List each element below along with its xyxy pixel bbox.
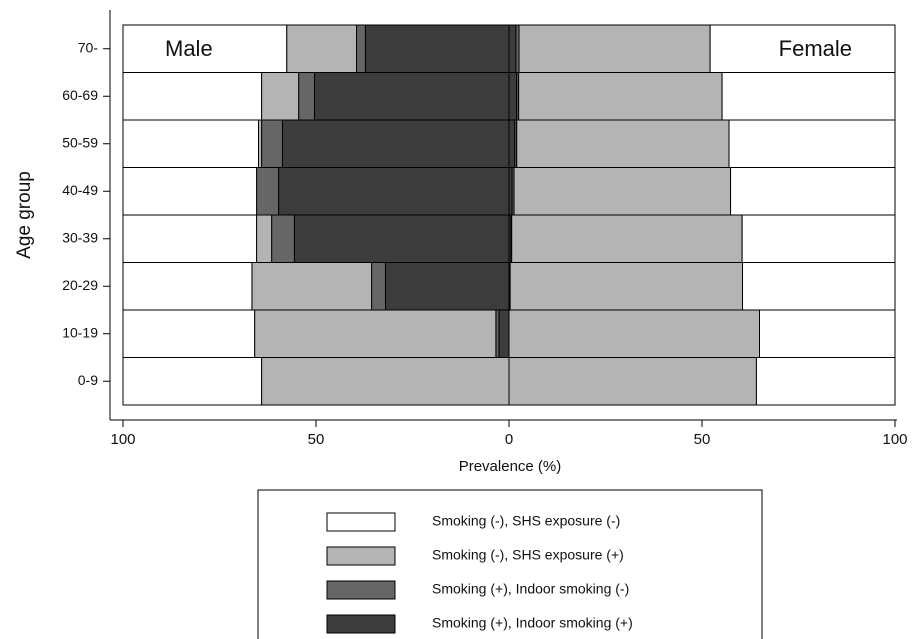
bar-segment-male xyxy=(122,357,263,406)
bar-segment-male xyxy=(254,309,497,358)
bar-segment-male xyxy=(281,119,510,168)
legend-label: Smoking (-), SHS exposure (-) xyxy=(432,513,620,529)
bar-segment-male xyxy=(364,24,510,73)
bar-segment-male xyxy=(261,72,300,121)
x-tick-label: 50 xyxy=(694,431,711,448)
x-axis-title: Prevalence (%) xyxy=(459,458,562,475)
bar-segment-male xyxy=(122,119,259,168)
bar-segment-female xyxy=(511,214,743,263)
bar-segment-female xyxy=(508,24,517,73)
bar-segment-female xyxy=(721,72,896,121)
y-tick-label: 70- xyxy=(78,39,99,55)
x-tick-label: 0 xyxy=(505,431,513,448)
bar-segment-male xyxy=(122,167,258,216)
x-tick-label: 50 xyxy=(308,431,325,448)
bar-segment-male xyxy=(122,24,288,73)
bar-segment-female xyxy=(741,214,896,263)
bar-segment-male xyxy=(261,119,283,168)
y-tick-label: 0-9 xyxy=(78,372,98,388)
bar-segment-female xyxy=(728,119,896,168)
bar-segment-male xyxy=(286,24,358,73)
y-tick-label: 60-69 xyxy=(62,87,98,103)
bar-segment-female xyxy=(730,167,896,216)
bar-segment-female xyxy=(508,72,518,121)
bar-segment-female xyxy=(518,24,711,73)
bar-segment-female xyxy=(709,24,896,73)
legend-label: Smoking (+), Indoor smoking (-) xyxy=(432,581,629,597)
y-tick-label: 50-59 xyxy=(62,134,98,150)
bar-segment-male xyxy=(278,167,510,216)
bar-segment-female xyxy=(755,357,896,406)
bar-segment-female xyxy=(509,262,744,311)
bar-segment-male xyxy=(261,357,510,406)
bar-segment-male xyxy=(313,72,510,121)
bar-segment-male xyxy=(122,262,253,311)
y-tick-label: 40-49 xyxy=(62,182,98,198)
bar-segment-female xyxy=(516,119,730,168)
bar-segment-male xyxy=(371,262,386,311)
legend-swatch xyxy=(326,512,396,532)
y-tick-label: 10-19 xyxy=(62,324,98,340)
bar-segment-female xyxy=(508,357,757,406)
bar-segment-male xyxy=(498,309,510,358)
legend-swatch xyxy=(326,546,396,566)
bar-segment-male xyxy=(122,309,256,358)
y-axis-title: Age group xyxy=(14,171,35,259)
bar-segment-male xyxy=(251,262,373,311)
bar-segment-male xyxy=(356,24,366,73)
x-tick-label: 100 xyxy=(882,431,907,448)
right-label: Female xyxy=(779,36,852,61)
legend-label: Smoking (-), SHS exposure (+) xyxy=(432,547,624,563)
bar-segment-male xyxy=(384,262,510,311)
legend-swatch xyxy=(326,580,396,600)
bar-segment-male xyxy=(122,214,258,263)
bar-segment-female xyxy=(742,262,896,311)
bar-segment-male xyxy=(256,167,280,216)
bar-segment-male xyxy=(271,214,295,263)
x-tick-label: 100 xyxy=(110,431,135,448)
legend-label: Smoking (+), Indoor smoking (+) xyxy=(432,615,633,631)
y-tick-label: 20-29 xyxy=(62,277,98,293)
bar-segment-female xyxy=(759,309,896,358)
legend-swatch xyxy=(326,614,396,634)
bar-segment-female xyxy=(508,119,516,168)
left-label: Male xyxy=(165,36,213,61)
bar-segment-male xyxy=(122,72,263,121)
bar-segment-male xyxy=(298,72,315,121)
bar-segment-male xyxy=(256,214,273,263)
bar-segment-male xyxy=(293,214,510,263)
bar-segment-female xyxy=(518,72,723,121)
bar-segment-female xyxy=(513,167,732,216)
y-tick-label: 30-39 xyxy=(62,229,98,245)
bar-segment-female xyxy=(508,309,761,358)
